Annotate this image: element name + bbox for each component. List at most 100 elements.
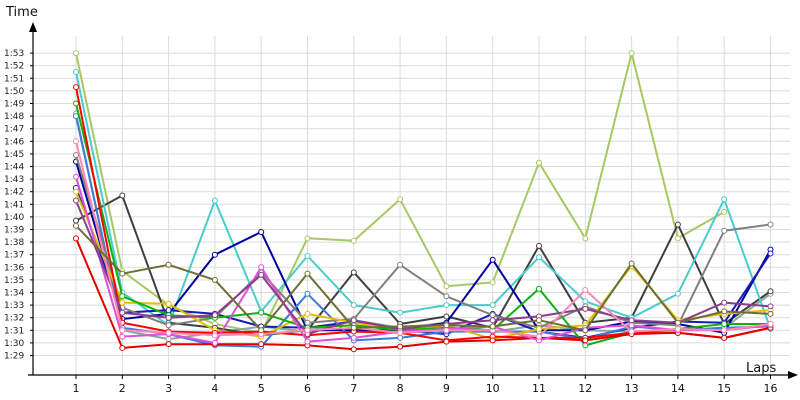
y-tick-label: 1:37 xyxy=(4,251,24,261)
data-point xyxy=(767,310,774,317)
data-point xyxy=(258,309,265,316)
data-point xyxy=(304,235,311,242)
data-point xyxy=(73,173,79,180)
x-tick-label: 10 xyxy=(486,382,500,395)
x-tick-label: 9 xyxy=(443,382,450,395)
x-tick-label: 5 xyxy=(258,382,265,395)
x-tick-label: 15 xyxy=(717,382,731,395)
data-point xyxy=(767,321,774,327)
y-axis-title: Time xyxy=(5,5,38,20)
data-point xyxy=(674,235,681,242)
data-point xyxy=(443,338,450,345)
data-point xyxy=(536,333,542,340)
data-point xyxy=(721,208,728,215)
y-tick-label: 1:43 xyxy=(4,175,24,185)
data-point xyxy=(397,261,404,268)
x-tick-label: 4 xyxy=(211,382,218,395)
series-11 xyxy=(73,84,774,344)
data-point xyxy=(119,299,126,306)
data-point xyxy=(674,290,681,297)
data-point xyxy=(211,312,218,319)
data-point xyxy=(582,342,589,349)
data-point xyxy=(397,196,404,203)
data-point xyxy=(73,235,79,242)
data-point xyxy=(73,50,79,57)
x-tick-label: 1 xyxy=(73,382,80,395)
y-tick-label: 1:35 xyxy=(4,276,24,286)
data-point xyxy=(628,322,635,329)
x-tick-label: 16 xyxy=(764,382,778,395)
y-tick-label: 1:38 xyxy=(4,238,24,248)
data-point xyxy=(258,327,265,334)
x-tick-label: 11 xyxy=(532,382,546,395)
data-point xyxy=(536,285,542,292)
data-point xyxy=(628,328,635,335)
x-tick-label: 12 xyxy=(578,382,592,395)
y-tick-label: 1:46 xyxy=(4,137,24,147)
x-tick-label: 6 xyxy=(304,382,311,395)
data-point xyxy=(73,100,79,107)
data-point xyxy=(165,322,172,329)
data-point xyxy=(165,329,172,336)
data-point xyxy=(73,188,79,195)
y-axis-arrow xyxy=(29,22,37,32)
x-axis-title: Laps xyxy=(746,361,776,376)
data-point xyxy=(628,317,635,324)
data-point xyxy=(350,302,357,309)
data-point xyxy=(304,290,311,297)
data-point xyxy=(767,303,774,310)
data-point xyxy=(397,334,404,341)
data-point xyxy=(443,313,450,320)
data-point xyxy=(211,332,218,339)
data-point xyxy=(489,256,496,263)
data-point xyxy=(211,197,218,204)
data-point xyxy=(536,326,542,333)
data-point xyxy=(582,298,589,305)
data-point xyxy=(304,270,311,277)
x-tick-label: 14 xyxy=(671,382,685,395)
data-point xyxy=(582,337,589,344)
data-point xyxy=(536,159,542,166)
data-point xyxy=(350,346,357,353)
data-point xyxy=(443,327,450,334)
series-line xyxy=(75,86,771,342)
data-point xyxy=(119,293,126,300)
data-point xyxy=(443,283,450,290)
data-point xyxy=(350,317,357,324)
data-point xyxy=(304,252,311,259)
y-tick-label: 1:32 xyxy=(4,314,24,324)
data-point xyxy=(73,69,79,75)
data-point xyxy=(582,235,589,242)
data-point xyxy=(536,242,542,249)
x-tick-label: 7 xyxy=(350,382,357,395)
axes xyxy=(28,22,798,379)
y-tick-label: 1:42 xyxy=(4,188,24,198)
data-point xyxy=(628,260,635,267)
data-point xyxy=(119,333,126,340)
y-tick-label: 1:47 xyxy=(4,125,24,135)
series-line xyxy=(75,176,771,344)
data-point xyxy=(165,314,172,321)
series-7 xyxy=(73,113,774,350)
data-point xyxy=(350,269,357,276)
x-tick-labels: 1 2 3 4 5 6 7 8 9 10 11 12 13 14 15 16 xyxy=(73,382,778,395)
data-point xyxy=(721,299,728,306)
x-tick-label: 2 xyxy=(119,382,126,395)
data-point xyxy=(767,221,774,228)
data-point xyxy=(443,302,450,309)
y-tick-label: 1:29 xyxy=(4,352,24,362)
data-point xyxy=(397,323,404,330)
data-point xyxy=(73,222,79,229)
data-point xyxy=(165,307,172,314)
data-point xyxy=(211,339,218,346)
data-point xyxy=(767,288,774,295)
data-point xyxy=(119,344,126,351)
x-tick-label: 13 xyxy=(625,382,639,395)
series-line xyxy=(75,115,771,348)
data-point xyxy=(721,334,728,341)
series-line xyxy=(75,71,772,330)
series-15 xyxy=(73,138,774,340)
y-tick-label: 1:53 xyxy=(4,49,24,59)
series-line xyxy=(75,194,772,337)
